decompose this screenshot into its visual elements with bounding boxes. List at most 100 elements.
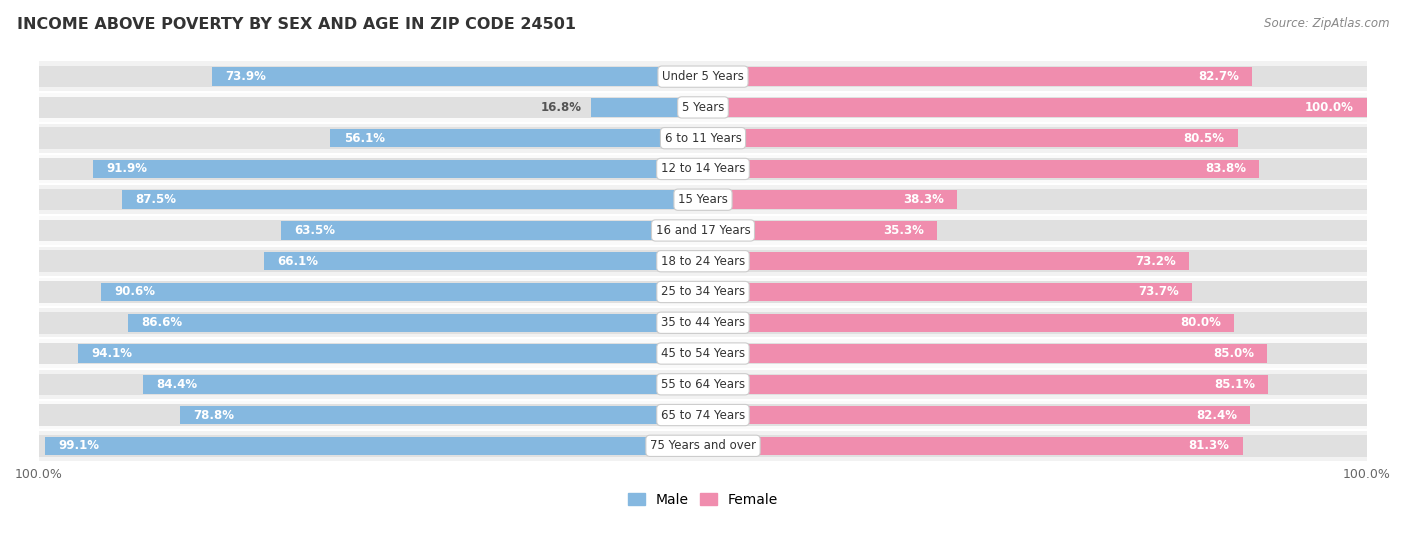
Bar (264, 252, 703, 271)
Bar (703, 435, 1367, 457)
Text: 94.1%: 94.1% (91, 347, 132, 360)
Bar (703, 281, 1367, 303)
Bar (703, 220, 1367, 241)
Text: 85.1%: 85.1% (1213, 378, 1254, 391)
Bar (39, 369, 1367, 400)
Bar (703, 343, 1367, 364)
Text: 63.5%: 63.5% (295, 224, 336, 237)
Bar (39, 97, 703, 118)
Bar (39, 189, 703, 211)
Bar (39, 127, 703, 149)
Bar (39, 277, 1367, 307)
Bar (703, 158, 1367, 179)
Text: 87.5%: 87.5% (135, 193, 176, 206)
Text: 99.1%: 99.1% (58, 439, 100, 452)
Bar (79, 344, 703, 363)
Text: 25 to 34 Years: 25 to 34 Years (661, 286, 745, 299)
Bar (45, 437, 703, 455)
Bar (39, 154, 1367, 184)
Bar (703, 68, 1253, 86)
Bar (39, 158, 703, 179)
Bar (703, 160, 1260, 178)
Text: 73.7%: 73.7% (1139, 286, 1180, 299)
Bar (703, 221, 938, 240)
Text: 35 to 44 Years: 35 to 44 Years (661, 316, 745, 329)
Text: 18 to 24 Years: 18 to 24 Years (661, 255, 745, 268)
Text: 73.2%: 73.2% (1135, 255, 1175, 268)
Bar (703, 373, 1367, 395)
Bar (39, 400, 1367, 430)
Bar (39, 220, 703, 241)
Text: 78.8%: 78.8% (193, 409, 233, 421)
Bar (281, 221, 703, 240)
Bar (703, 189, 1367, 211)
Text: 80.5%: 80.5% (1184, 132, 1225, 145)
Bar (39, 66, 703, 87)
Text: 16 and 17 Years: 16 and 17 Years (655, 224, 751, 237)
Bar (39, 430, 1367, 461)
Bar (39, 92, 1367, 123)
Bar (39, 184, 1367, 215)
Text: 83.8%: 83.8% (1205, 163, 1246, 176)
Bar (703, 129, 1237, 148)
Bar (703, 406, 1250, 424)
Text: 85.0%: 85.0% (1213, 347, 1254, 360)
Bar (703, 66, 1367, 87)
Text: 80.0%: 80.0% (1180, 316, 1220, 329)
Bar (703, 437, 1243, 455)
Bar (101, 283, 703, 301)
Bar (703, 283, 1192, 301)
Text: Source: ZipAtlas.com: Source: ZipAtlas.com (1264, 17, 1389, 30)
Text: 38.3%: 38.3% (903, 193, 943, 206)
Text: 15 Years: 15 Years (678, 193, 728, 206)
Bar (93, 160, 703, 178)
Text: 82.4%: 82.4% (1197, 409, 1237, 421)
Bar (39, 435, 703, 457)
Text: 66.1%: 66.1% (277, 255, 318, 268)
Bar (703, 127, 1367, 149)
Bar (39, 123, 1367, 154)
Bar (703, 375, 1268, 394)
Bar (703, 250, 1367, 272)
Bar (703, 314, 1234, 332)
Bar (39, 338, 1367, 369)
Bar (212, 68, 703, 86)
Text: 6 to 11 Years: 6 to 11 Years (665, 132, 741, 145)
Bar (703, 98, 1367, 117)
Text: 75 Years and over: 75 Years and over (650, 439, 756, 452)
Bar (180, 406, 703, 424)
Bar (39, 373, 703, 395)
Text: Under 5 Years: Under 5 Years (662, 70, 744, 83)
Text: 90.6%: 90.6% (115, 286, 156, 299)
Bar (142, 375, 703, 394)
Text: 35.3%: 35.3% (883, 224, 924, 237)
Text: 81.3%: 81.3% (1188, 439, 1230, 452)
Text: 56.1%: 56.1% (343, 132, 385, 145)
Text: 65 to 74 Years: 65 to 74 Years (661, 409, 745, 421)
Text: 82.7%: 82.7% (1198, 70, 1239, 83)
Bar (39, 250, 703, 272)
Bar (39, 61, 1367, 92)
Bar (703, 344, 1267, 363)
Text: 16.8%: 16.8% (540, 101, 582, 114)
Bar (128, 314, 703, 332)
Bar (703, 97, 1367, 118)
Text: INCOME ABOVE POVERTY BY SEX AND AGE IN ZIP CODE 24501: INCOME ABOVE POVERTY BY SEX AND AGE IN Z… (17, 17, 576, 32)
Text: 5 Years: 5 Years (682, 101, 724, 114)
Text: 91.9%: 91.9% (105, 163, 148, 176)
Bar (39, 246, 1367, 277)
Text: 100.0%: 100.0% (1305, 101, 1354, 114)
Bar (703, 252, 1189, 271)
Text: 55 to 64 Years: 55 to 64 Years (661, 378, 745, 391)
Bar (122, 191, 703, 209)
Bar (330, 129, 703, 148)
Legend: Male, Female: Male, Female (623, 487, 783, 512)
Bar (39, 312, 703, 334)
Bar (39, 343, 703, 364)
Text: 73.9%: 73.9% (225, 70, 266, 83)
Text: 86.6%: 86.6% (141, 316, 183, 329)
Bar (39, 215, 1367, 246)
Bar (39, 281, 703, 303)
Bar (592, 98, 703, 117)
Text: 84.4%: 84.4% (156, 378, 197, 391)
